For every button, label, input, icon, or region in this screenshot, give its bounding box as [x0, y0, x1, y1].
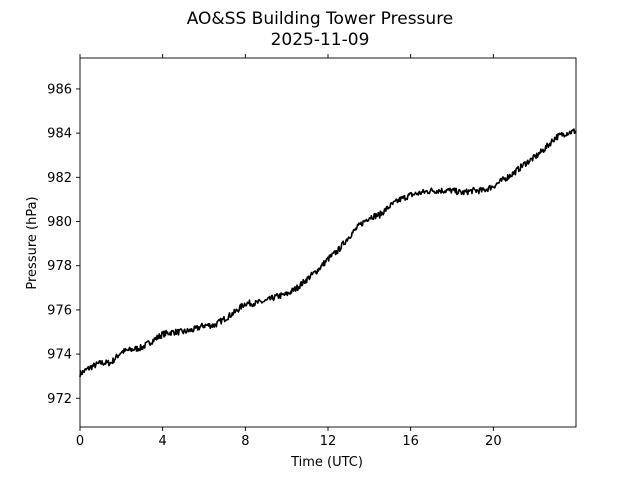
x-tick-label: 8 [241, 434, 249, 449]
plot-frame [79, 57, 577, 428]
y-tick-label: 974 [47, 348, 72, 363]
y-tick-label: 972 [47, 392, 72, 407]
chart-title: AO&SS Building Tower Pressure [187, 9, 454, 29]
x-tick-label: 16 [402, 434, 419, 449]
x-tick-label: 12 [320, 434, 337, 449]
plot-area: 0 4 8 12 16 20 972 974 976 978 980 982 984 986 [47, 54, 577, 449]
x-tick-label: 20 [485, 434, 502, 449]
x-tick-label: 0 [76, 434, 84, 449]
y-axis-label: Pressure (hPa) [25, 196, 40, 289]
y-tick-label: 978 [47, 259, 72, 274]
chart-subtitle: 2025-11-09 [271, 30, 370, 50]
y-tick-label: 980 [47, 215, 72, 230]
y-tick-label: 986 [47, 82, 72, 97]
x-axis-label: Time (UTC) [290, 455, 363, 470]
y-tick-label: 982 [47, 171, 72, 186]
series-line-0 [79, 128, 577, 378]
y-tick-label: 984 [47, 127, 72, 142]
y-tick-label: 976 [47, 303, 72, 318]
x-tick-label: 4 [159, 434, 167, 449]
